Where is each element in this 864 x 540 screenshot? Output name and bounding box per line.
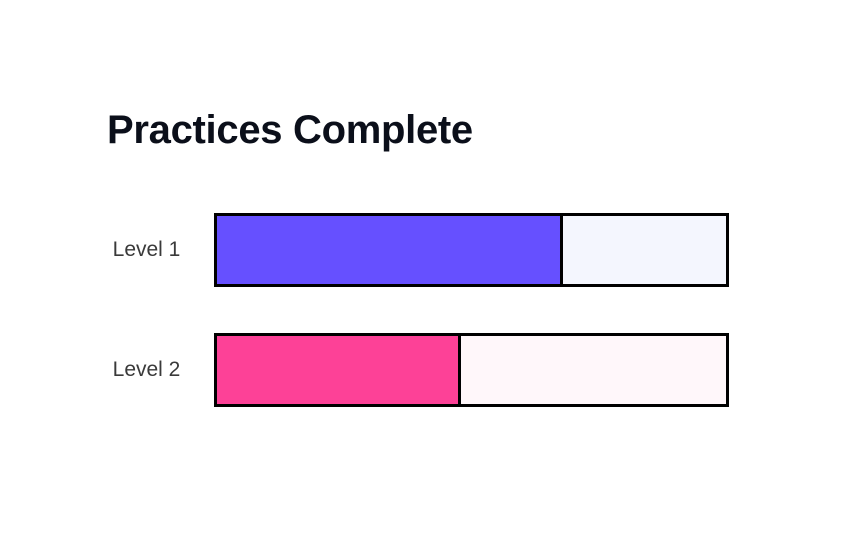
progress-row-level-1: Level 1 [0, 213, 864, 287]
progress-track [214, 213, 729, 287]
progress-row-level-2: Level 2 [0, 333, 864, 407]
progress-track [214, 333, 729, 407]
row-label: Level 1 [112, 238, 181, 261]
progress-fill [217, 336, 462, 404]
row-label: Level 2 [112, 358, 181, 381]
progress-fill [217, 216, 564, 284]
chart-title: Practices Complete [107, 108, 473, 152]
